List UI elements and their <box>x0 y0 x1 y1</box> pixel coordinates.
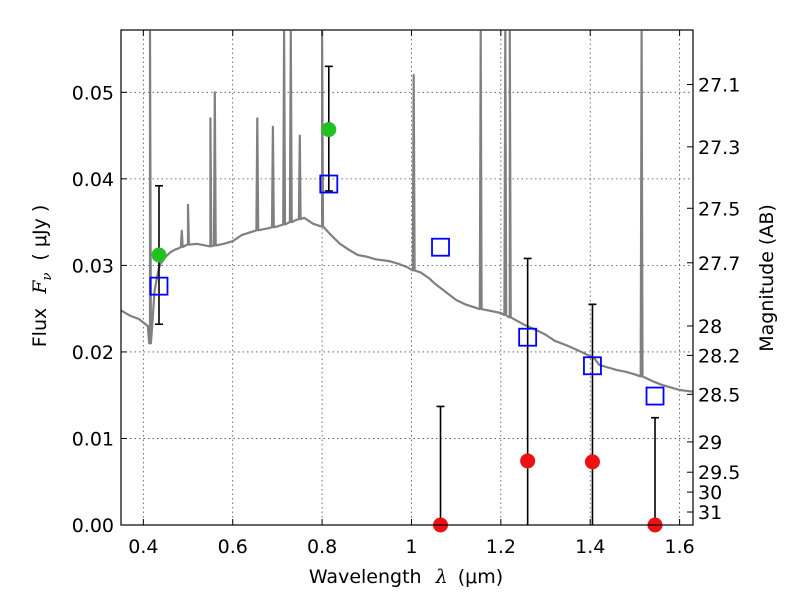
x-tick-label-4: 1.2 <box>486 536 516 558</box>
x-tick-label-3: 1 <box>405 536 417 558</box>
marker-layer <box>149 122 665 533</box>
y-tick-label-0: 0.00 <box>72 515 114 537</box>
y2-tick-label-7: 29 <box>698 432 722 454</box>
y-tick-label-5: 0.05 <box>72 82 114 104</box>
y2-tick-label-5: 28.2 <box>698 345 740 367</box>
model-photometry-square-4 <box>583 356 602 376</box>
x-tick-label-5: 1.4 <box>575 536 605 558</box>
y-tick-label-4: 0.04 <box>72 169 114 191</box>
detections-point-0 <box>151 247 167 263</box>
y2-tick-label-9: 30 <box>698 482 722 504</box>
x-tick-label-1: 0.6 <box>218 536 248 558</box>
y2-tick-label-3: 27.7 <box>698 253 740 275</box>
model-photometry-square-0 <box>149 276 169 296</box>
model-photometry-square-5 <box>645 386 665 406</box>
axes-layer: 0.4 0.6 0.8 1 1.2 1.4 1.6 0.00 0.01 0.02 0.03 0.04 0… <box>72 29 740 558</box>
non-detections-point-2 <box>584 454 600 470</box>
y-tick-label-1: 0.01 <box>72 428 114 450</box>
spectrum-layer <box>121 30 693 393</box>
y2-tick-label-4: 28 <box>698 316 722 338</box>
errorbar-layer <box>154 65 660 525</box>
y2-tick-label-0: 27.1 <box>698 75 740 97</box>
y2-axis-label: Magnitude (AB) <box>756 204 778 352</box>
model-photometry-square-3 <box>518 327 538 347</box>
model-spectrum-line <box>121 30 693 393</box>
x-tick-label-6: 1.6 <box>664 536 694 558</box>
y2-tick-label-10: 31 <box>698 502 722 524</box>
y2-tick-label-2: 27.5 <box>698 198 740 220</box>
x-axis-label: Wavelength λ (μm) <box>309 566 503 588</box>
y-tick-label-3: 0.03 <box>72 255 114 277</box>
y-tick-label-2: 0.02 <box>72 342 114 364</box>
model-photometry-square-1 <box>319 174 339 194</box>
plot-frame <box>120 29 694 526</box>
x-tick-label-0: 0.4 <box>128 536 158 558</box>
y2-tick-label-1: 27.3 <box>698 137 740 159</box>
non-detections-point-1 <box>520 453 536 469</box>
y2-tick-label-8: 29.5 <box>698 462 740 484</box>
grid-layer <box>121 30 693 526</box>
y2-tick-label-6: 28.5 <box>698 384 740 406</box>
model-photometry-square-2 <box>431 237 450 257</box>
y-axis-label: Flux Fν ( μJy ) <box>29 205 56 348</box>
detections-point-1 <box>321 122 337 138</box>
x-tick-label-2: 0.8 <box>307 536 337 558</box>
